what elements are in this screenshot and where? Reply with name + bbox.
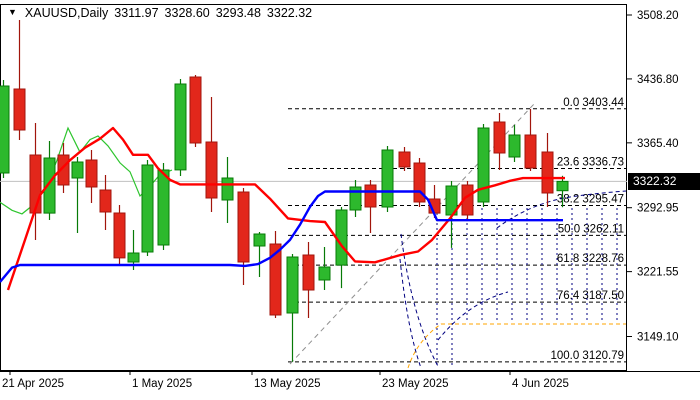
- fib-arc-navy: [400, 233, 440, 369]
- candle-body: [349, 186, 362, 211]
- time-axis-label: 4 Jun 2025: [512, 378, 569, 390]
- candle-body: [413, 162, 426, 203]
- candle-body: [318, 266, 331, 281]
- candle-body: [174, 83, 187, 171]
- ma-blue-slow-line: [0, 190, 563, 283]
- candle-body: [205, 141, 218, 199]
- ohlc-close: 3322.32: [266, 6, 313, 20]
- candle-body: [269, 243, 282, 316]
- candle-body: [477, 127, 490, 203]
- time-axis-label: 21 Apr 2025: [2, 378, 64, 390]
- candle-body: [253, 233, 266, 247]
- price-axis-label: 3436.80: [637, 74, 679, 86]
- candle-body: [141, 164, 154, 253]
- price-axis[interactable]: 3508.20 3436.80 3365.40 3292.95 3221.55 3149.…: [627, 10, 679, 343]
- candle-body: [302, 254, 315, 291]
- candle-body: [127, 252, 140, 263]
- fib-level-label: 0.0 3403.44: [563, 97, 624, 109]
- trendline-dashed[interactable]: [289, 103, 535, 365]
- fib-level-label: 61.8 3228.76: [557, 253, 624, 265]
- candle-body: [508, 134, 521, 158]
- time-axis-label: 1 May 2025: [132, 378, 192, 390]
- current-price-tag: 3322.32: [628, 172, 700, 190]
- ma-red-slow-line: [6, 126, 565, 291]
- candle-body: [0, 85, 10, 174]
- fib-arc-orange: [407, 323, 626, 369]
- symbol-dropdown-icon[interactable]: ▼: [8, 7, 17, 17]
- fib-level-label: 38.2 3295.47: [557, 193, 624, 205]
- candle-body: [13, 88, 26, 131]
- ohlc-high: 3328.60: [164, 6, 210, 20]
- candle-body: [113, 212, 126, 259]
- price-axis-label: 3365.40: [637, 138, 679, 150]
- fib-arc-navy: [437, 291, 509, 341]
- fib-level-label: 76.4 3187.50: [557, 290, 624, 302]
- chart-frame: [0, 4, 627, 371]
- candle-body: [524, 134, 537, 169]
- candle-body: [85, 159, 98, 188]
- fib-level-label: 50.0 3262.11: [558, 223, 624, 235]
- price-axis-label: 3508.20: [637, 10, 679, 22]
- candle-body: [43, 157, 56, 214]
- candle-body: [189, 76, 202, 144]
- price-axis-label: 3292.95: [637, 203, 679, 215]
- ohlc-open: 3311.97: [114, 6, 159, 20]
- fib-arc-navy: [399, 258, 422, 369]
- candle-body: [493, 121, 506, 154]
- candle-body: [29, 154, 42, 214]
- fib-level-label: 100.0 3120.79: [550, 350, 624, 362]
- candle-body: [556, 180, 569, 192]
- candle-body: [237, 191, 250, 263]
- candle-body: [286, 256, 299, 314]
- candle-body: [364, 184, 377, 208]
- candle-body: [221, 177, 234, 201]
- time-axis[interactable]: 21 Apr 2025 1 May 2025 13 May 2025 23 May 2…: [0, 371, 700, 390]
- candles: [0, 20, 569, 362]
- time-axis-label: 23 May 2025: [382, 378, 449, 390]
- chart-title: ▼ XAUUSD,Daily 3311.97 3328.60 3293.48 3322.3…: [8, 6, 318, 20]
- candle-body: [541, 151, 554, 194]
- candle-body: [381, 149, 394, 208]
- candle-body: [99, 189, 112, 213]
- fib-arc-navy: [496, 190, 627, 229]
- ohlc-low: 3293.48: [215, 6, 261, 20]
- candle-body: [157, 169, 170, 246]
- candle-body: [335, 209, 348, 266]
- symbol-period-label: XAUUSD,Daily: [24, 6, 109, 20]
- time-axis-label: 13 May 2025: [254, 378, 321, 390]
- candle-body: [71, 161, 84, 179]
- candle-body: [398, 151, 411, 168]
- price-axis-label: 3149.10: [637, 331, 679, 343]
- price-axis-label: 3221.55: [637, 267, 679, 279]
- candle-body: [57, 154, 70, 186]
- fib-level-label: 23.6 3336.73: [557, 157, 624, 169]
